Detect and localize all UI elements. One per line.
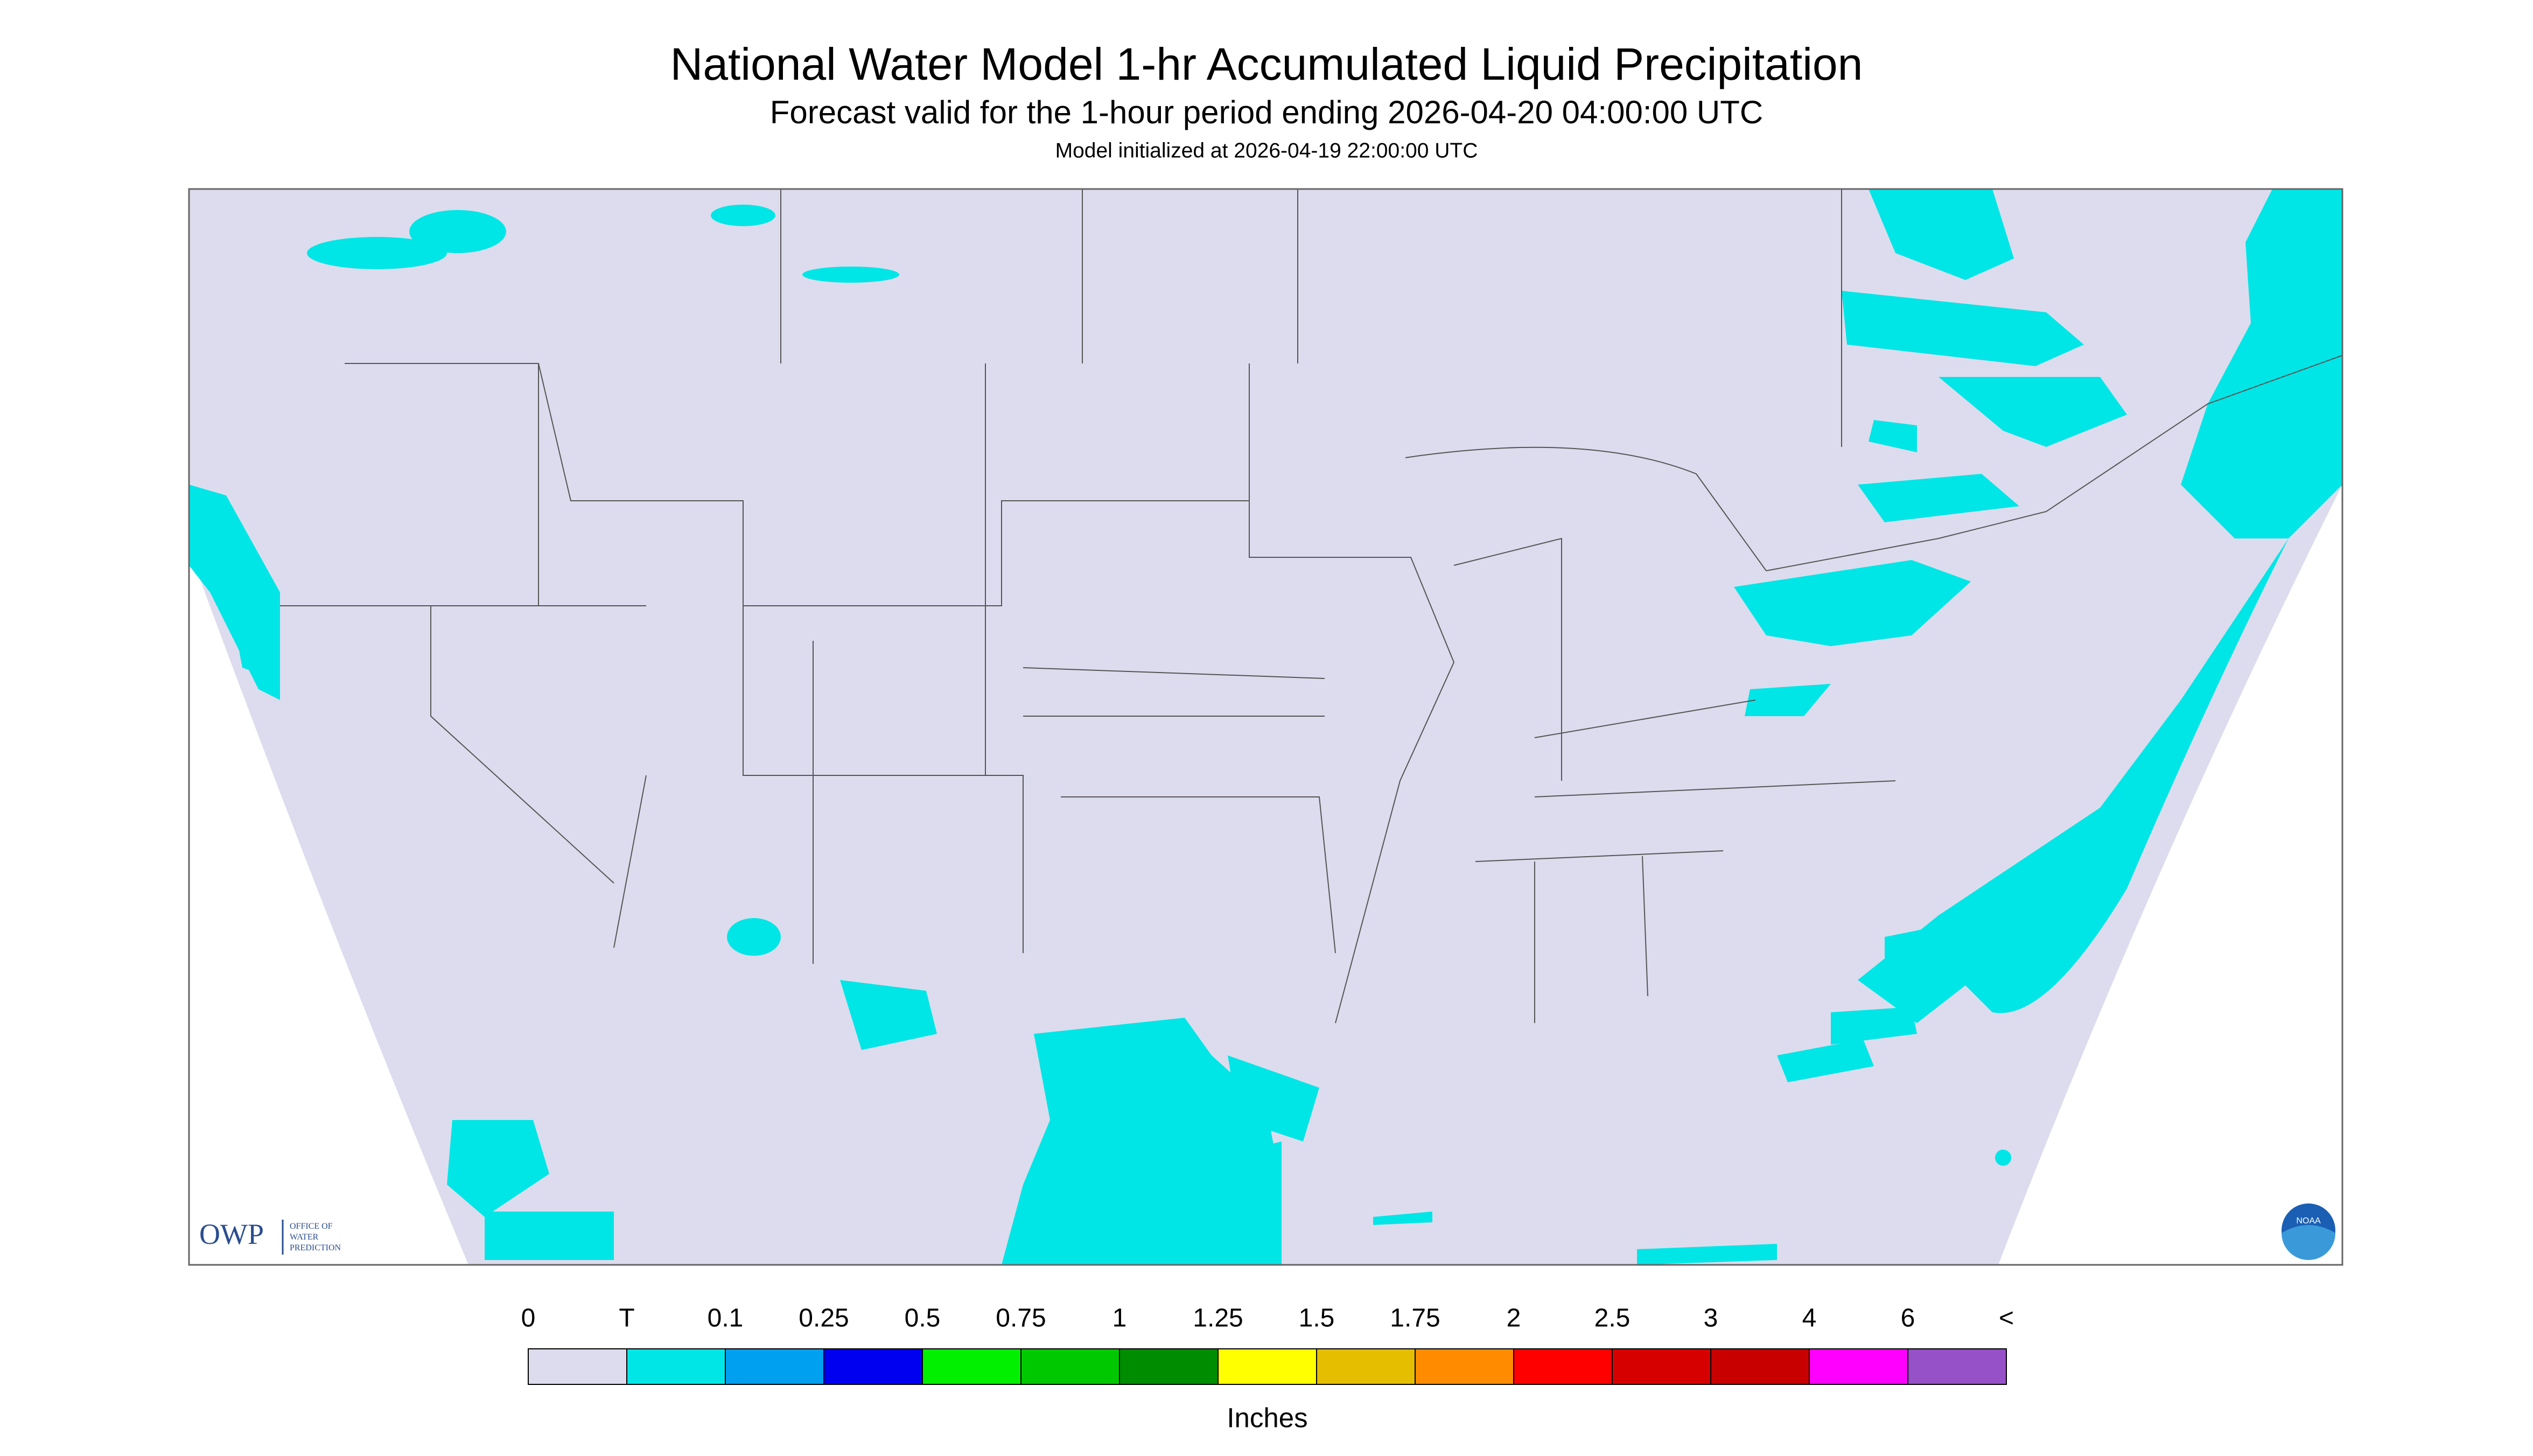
owp-line: PREDICTION (290, 1243, 341, 1252)
legend-swatch (1809, 1348, 1908, 1385)
legend-label: 4 (1802, 1304, 1817, 1333)
legend-swatch (1316, 1348, 1416, 1385)
noaa-logo: NOAA (2282, 1203, 2335, 1260)
legend-label: 1.5 (1299, 1304, 1335, 1333)
legend-label: < (1999, 1304, 2014, 1333)
legend-swatch (725, 1348, 824, 1385)
legend-swatch (1907, 1348, 2007, 1385)
legend-label: 3 (1704, 1304, 1718, 1333)
boundaries (280, 189, 2343, 1024)
owp-mark: OWP (199, 1218, 264, 1250)
legend-swatch (1020, 1348, 1120, 1385)
legend-swatch (1513, 1348, 1613, 1385)
legend-unit: Inches (1227, 1402, 1307, 1433)
legend-label: 0 (521, 1304, 536, 1333)
legend-label: 0.5 (905, 1304, 941, 1333)
noaa-text: NOAA (2296, 1216, 2321, 1226)
legend-label: 1.25 (1193, 1304, 1243, 1333)
legend-label: 1 (1112, 1304, 1127, 1333)
map (188, 188, 2343, 1266)
precipitation (189, 189, 2342, 1265)
legend-swatch (1612, 1348, 1711, 1385)
legend-swatch (626, 1348, 726, 1385)
title: National Water Model 1-hr Accumulated Li… (670, 39, 1863, 89)
subtitle: Forecast valid for the 1-hour period end… (770, 94, 1763, 130)
legend-label: 0.75 (996, 1304, 1046, 1333)
init-time: Model initialized at 2026-04-19 22:00:00… (1055, 139, 1478, 162)
legend-swatch (823, 1348, 923, 1385)
legend-label: T (619, 1304, 634, 1333)
owp-line: OFFICE OF (290, 1222, 333, 1231)
legend-swatch (528, 1348, 627, 1385)
legend-label: 0.1 (708, 1304, 744, 1333)
legend: 0 T 0.1 0.25 0.5 0.75 1 1.25 1.5 1.75 2 2.5 3 4 6 < Inch… (521, 1304, 2014, 1433)
legend-swatch (922, 1348, 1021, 1385)
legend-label: 2.5 (1594, 1304, 1631, 1333)
owp-line: WATER (290, 1233, 319, 1242)
legend-label: 1.75 (1390, 1304, 1440, 1333)
legend-label: 0.25 (799, 1304, 849, 1333)
legend-label: 2 (1507, 1304, 1521, 1333)
projection-edge (189, 549, 468, 1265)
projection-edge (1998, 485, 2342, 1265)
legend-swatch (1119, 1348, 1219, 1385)
legend-swatch (1217, 1348, 1317, 1385)
owp-logo: OWP OFFICE OF WATER PREDICTION (199, 1218, 341, 1255)
legend-swatch (1415, 1348, 1514, 1385)
legend-label: 6 (1901, 1304, 1915, 1333)
map-frame (188, 188, 2343, 1266)
noaa-wave (2282, 1225, 2335, 1260)
legend-swatch (1710, 1348, 1810, 1385)
